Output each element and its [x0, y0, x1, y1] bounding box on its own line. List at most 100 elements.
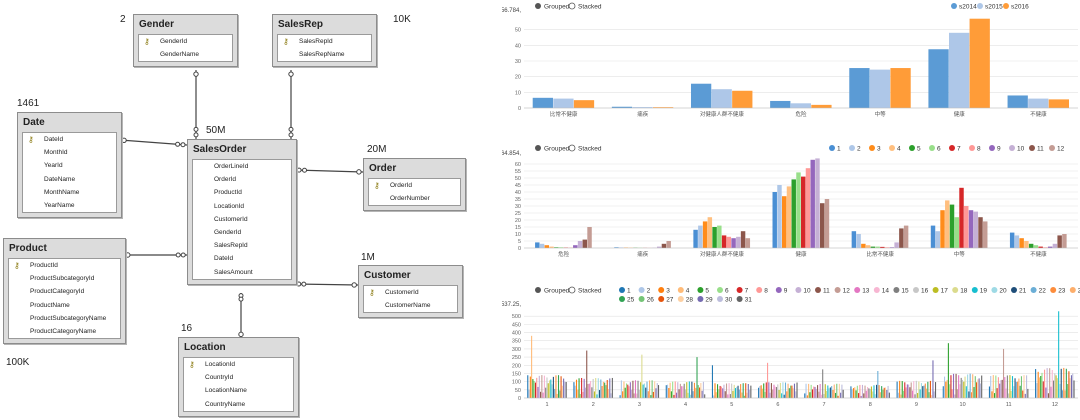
bar[interactable] — [1044, 369, 1046, 398]
bar[interactable] — [917, 392, 919, 398]
bar[interactable] — [750, 385, 752, 398]
bar[interactable] — [875, 246, 880, 248]
bar[interactable] — [574, 385, 576, 398]
bar[interactable] — [605, 385, 607, 398]
legend-item[interactable]: 9 — [989, 145, 1001, 153]
bar[interactable] — [746, 392, 748, 398]
bar[interactable] — [661, 243, 667, 248]
bar[interactable] — [781, 393, 783, 398]
bar[interactable] — [836, 383, 838, 398]
bar[interactable] — [650, 395, 652, 398]
legend-item[interactable]: 5 — [697, 287, 709, 295]
stacked-radio[interactable]: Stacked — [568, 2, 602, 11]
bar[interactable] — [978, 217, 983, 248]
bar[interactable] — [584, 387, 587, 398]
bar[interactable] — [547, 383, 549, 398]
column-row[interactable]: ProductName — [9, 299, 120, 312]
bar[interactable] — [742, 383, 744, 398]
bar[interactable] — [609, 378, 611, 398]
column-row[interactable]: MonthName — [23, 186, 116, 199]
column-row[interactable]: CustomerName — [364, 299, 457, 312]
bar[interactable] — [632, 107, 653, 108]
bar[interactable] — [930, 225, 936, 248]
bar[interactable] — [623, 381, 625, 398]
table-salesrep[interactable]: SalesRep ⚷ SalesRepId SalesRepName — [272, 14, 377, 68]
bar[interactable] — [606, 380, 608, 398]
bar[interactable] — [532, 97, 553, 108]
bar[interactable] — [878, 385, 880, 398]
legend-item[interactable]: 11 — [1029, 145, 1044, 153]
bar[interactable] — [1051, 370, 1053, 398]
bar[interactable] — [815, 388, 817, 398]
bar[interactable] — [1024, 241, 1029, 248]
bar[interactable] — [691, 381, 693, 398]
bar[interactable] — [894, 242, 899, 248]
legend-item[interactable]: 22 — [1030, 287, 1047, 295]
bar[interactable] — [651, 380, 653, 398]
bar[interactable] — [849, 68, 870, 108]
bar[interactable] — [1004, 377, 1006, 398]
bar[interactable] — [573, 245, 578, 248]
bar[interactable] — [852, 388, 855, 398]
bar[interactable] — [905, 387, 907, 398]
grouped-radio[interactable]: Grouped — [535, 145, 570, 153]
bar[interactable] — [810, 159, 815, 248]
bar[interactable] — [704, 394, 706, 398]
legend-item[interactable]: s2014 — [951, 3, 977, 11]
bar[interactable] — [1063, 367, 1065, 398]
bar[interactable] — [990, 375, 992, 398]
bar[interactable] — [717, 384, 719, 398]
bar[interactable] — [591, 387, 593, 398]
bar[interactable] — [909, 387, 911, 398]
bar[interactable] — [951, 389, 953, 398]
bar[interactable] — [647, 391, 649, 398]
bar[interactable] — [869, 69, 891, 108]
bar[interactable] — [600, 379, 602, 398]
legend-item[interactable]: 3 — [658, 287, 670, 295]
bar[interactable] — [956, 389, 958, 398]
bar[interactable] — [649, 380, 651, 398]
bar[interactable] — [970, 392, 972, 398]
bar[interactable] — [772, 389, 774, 398]
bar[interactable] — [1067, 384, 1069, 398]
bar[interactable] — [665, 385, 667, 398]
bar[interactable] — [527, 375, 529, 398]
bar[interactable] — [701, 390, 703, 398]
bar[interactable] — [767, 362, 769, 398]
bar[interactable] — [765, 382, 767, 398]
bar[interactable] — [711, 365, 713, 398]
bar[interactable] — [854, 387, 856, 398]
bar[interactable] — [1011, 376, 1014, 398]
bar[interactable] — [1013, 386, 1015, 398]
bar[interactable] — [554, 388, 556, 398]
bar[interactable] — [620, 380, 622, 398]
bar[interactable] — [629, 382, 631, 398]
bar[interactable] — [728, 383, 730, 398]
bar[interactable] — [670, 391, 672, 398]
bar[interactable] — [578, 378, 580, 398]
bar[interactable] — [901, 381, 903, 398]
bar[interactable] — [599, 390, 601, 398]
bar[interactable] — [914, 394, 916, 398]
bar[interactable] — [769, 392, 771, 398]
bar[interactable] — [809, 392, 811, 398]
bar[interactable] — [784, 382, 787, 398]
column-row[interactable]: ⚷ OrderId — [369, 179, 460, 192]
legend-item[interactable]: 1 — [829, 145, 841, 153]
bar[interactable] — [988, 386, 990, 398]
bar[interactable] — [1041, 372, 1043, 398]
bar[interactable] — [1007, 95, 1028, 108]
bar[interactable] — [711, 89, 732, 108]
bar[interactable] — [555, 375, 557, 398]
bar[interactable] — [968, 210, 974, 248]
bar[interactable] — [842, 389, 844, 398]
bar[interactable] — [732, 390, 734, 398]
legend-item[interactable]: 18 — [952, 287, 968, 295]
bar[interactable] — [690, 394, 692, 398]
bar[interactable] — [890, 68, 911, 108]
bar[interactable] — [874, 394, 876, 398]
bar[interactable] — [983, 221, 988, 248]
bar[interactable] — [868, 388, 870, 398]
bar[interactable] — [697, 385, 699, 398]
bar[interactable] — [824, 199, 830, 248]
